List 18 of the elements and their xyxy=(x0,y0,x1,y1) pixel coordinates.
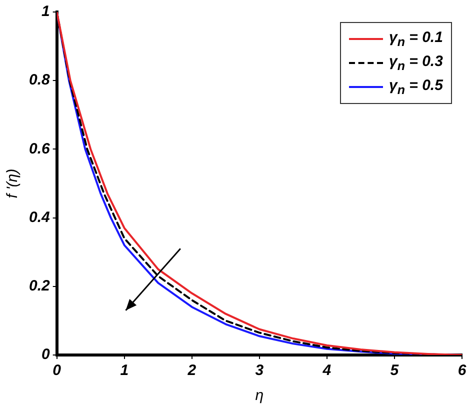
y-axis-title: f '(η) xyxy=(4,168,22,198)
y-tick-label: 1 xyxy=(42,3,50,20)
x-tick-label: 2 xyxy=(186,362,197,380)
y-tick-label: 0 xyxy=(42,346,51,364)
y-tick-label: 0.2 xyxy=(28,278,50,295)
legend-label: γ$_{n}$ = 0.5 xyxy=(389,77,443,97)
x-tick-label: 1 xyxy=(120,362,129,380)
legend-label: γ$_{n}$ = 0.3 xyxy=(389,53,443,73)
y-tick-label: 0.8 xyxy=(28,72,50,89)
y-tick-label: 0.6 xyxy=(28,140,50,158)
x-tick-label: 5 xyxy=(390,362,400,380)
x-tick-label: 3 xyxy=(255,362,264,380)
x-tick-label: 0 xyxy=(52,362,62,380)
y-tick-label: 0.4 xyxy=(28,208,50,226)
x-axis-title: η xyxy=(255,387,264,404)
x-tick-label: 6 xyxy=(458,362,467,380)
x-tick-label: 4 xyxy=(322,362,332,380)
legend-label: γ$_{n}$ = 0.1 xyxy=(389,29,443,49)
